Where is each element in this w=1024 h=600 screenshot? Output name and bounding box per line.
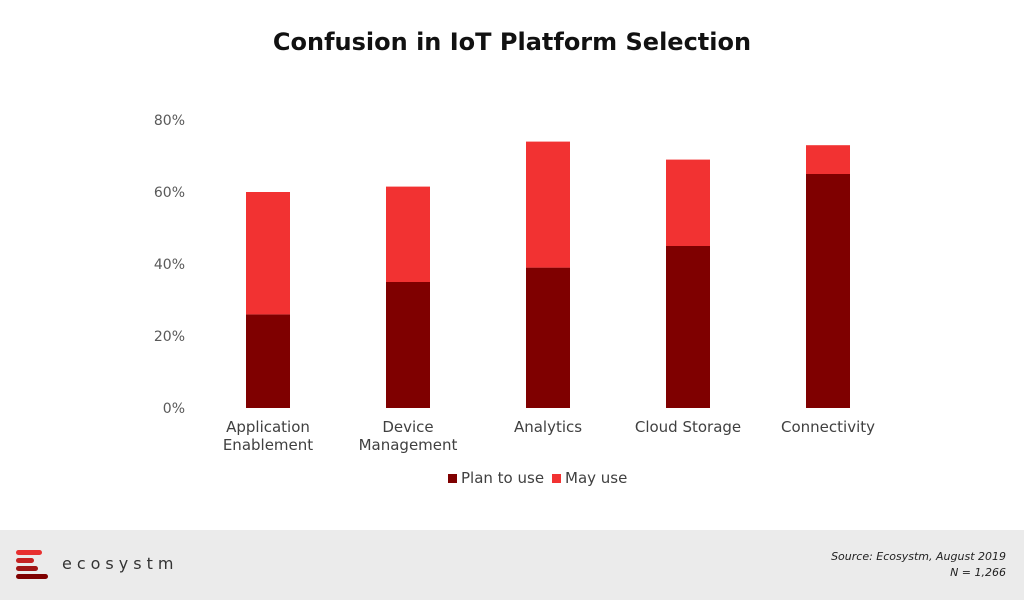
bar-plan-to-use bbox=[246, 314, 290, 408]
y-axis: 0% 20% 40% 60% 80% bbox=[154, 113, 185, 417]
y-tick-label: 80% bbox=[154, 113, 185, 129]
stacked-bar-chart: 0% 20% 40% 60% 80% Application Enablement Devi… bbox=[154, 113, 875, 487]
category-label: Cloud Storage bbox=[635, 418, 741, 436]
category-label: Application Enablement bbox=[223, 418, 313, 454]
bar-may-use bbox=[666, 159, 710, 246]
brand-name: ecosystm bbox=[62, 554, 179, 573]
bar-plan-to-use bbox=[666, 246, 710, 408]
source-note: Source: Ecosystm, August 2019 N = 1,266 bbox=[831, 549, 1006, 581]
legend-label: May use bbox=[565, 469, 627, 487]
bar-plan-to-use bbox=[386, 282, 430, 408]
category-label: Device Management bbox=[359, 418, 458, 454]
bar-may-use bbox=[526, 141, 570, 268]
y-tick-label: 0% bbox=[163, 401, 185, 417]
bars bbox=[246, 141, 850, 408]
legend-swatch bbox=[448, 474, 457, 483]
sample-size: N = 1,266 bbox=[950, 566, 1006, 579]
y-tick-label: 20% bbox=[154, 329, 185, 345]
x-axis: Application Enablement Device Management Ana… bbox=[223, 418, 875, 454]
bar-plan-to-use bbox=[526, 267, 570, 408]
category-label: Connectivity bbox=[781, 418, 875, 436]
chart-title: Confusion in IoT Platform Selection bbox=[272, 28, 752, 56]
source-text: Source: Ecosystm, August 2019 bbox=[831, 550, 1006, 563]
y-tick-label: 60% bbox=[154, 185, 185, 201]
bar-may-use bbox=[386, 186, 430, 282]
legend-swatch bbox=[552, 474, 561, 483]
legend-label: Plan to use bbox=[461, 469, 544, 487]
bar-may-use bbox=[806, 145, 850, 174]
bar-plan-to-use bbox=[806, 174, 850, 408]
ecosystm-logo-icon bbox=[16, 550, 48, 579]
category-label: Analytics bbox=[514, 418, 582, 436]
bar-may-use bbox=[246, 192, 290, 315]
legend: Plan to use May use bbox=[448, 469, 627, 487]
y-tick-label: 40% bbox=[154, 257, 185, 273]
footer: ecosystm Source: Ecosystm, August 2019 N… bbox=[0, 530, 1024, 600]
